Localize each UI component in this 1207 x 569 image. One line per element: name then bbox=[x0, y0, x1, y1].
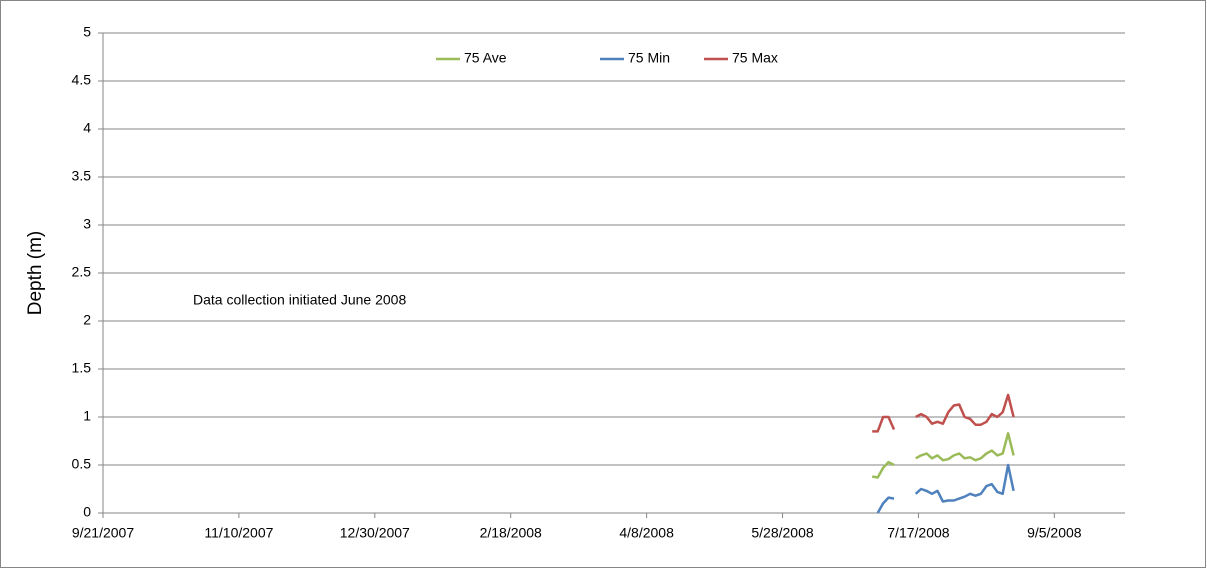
x-tick-label: 7/17/2008 bbox=[887, 525, 949, 541]
annotation: Data collection initiated June 2008 bbox=[193, 292, 406, 308]
y-tick-label: 4.5 bbox=[72, 72, 92, 88]
y-tick-label: 5 bbox=[83, 24, 91, 40]
y-tick-label: 2.5 bbox=[72, 264, 92, 280]
series-line bbox=[876, 463, 1015, 514]
legend-label: 75 Min bbox=[628, 50, 670, 66]
y-axis-title: Depth (m) bbox=[25, 231, 46, 315]
y-tick-label: 0 bbox=[83, 504, 91, 520]
series-line bbox=[872, 393, 1015, 433]
y-tick-label: 4 bbox=[83, 120, 91, 136]
y-tick-label: 3.5 bbox=[72, 168, 92, 184]
x-tick-label: 9/5/2008 bbox=[1027, 525, 1082, 541]
y-tick-label: 1 bbox=[83, 408, 91, 424]
legend-label: 75 Ave bbox=[464, 50, 507, 66]
y-tick-label: 2 bbox=[83, 312, 91, 328]
x-tick-label: 4/8/2008 bbox=[619, 525, 674, 541]
y-tick-label: 1.5 bbox=[72, 360, 92, 376]
x-tick-label: 2/18/2008 bbox=[480, 525, 542, 541]
x-tick-label: 9/21/2007 bbox=[72, 525, 134, 541]
x-tick-label: 5/28/2008 bbox=[751, 525, 813, 541]
x-tick-label: 12/30/2007 bbox=[340, 525, 410, 541]
series-line bbox=[871, 432, 1015, 479]
legend-label: 75 Max bbox=[732, 50, 778, 66]
x-tick-label: 11/10/2007 bbox=[204, 525, 273, 541]
y-tick-label: 0.5 bbox=[72, 456, 92, 472]
y-tick-label: 3 bbox=[83, 216, 91, 232]
